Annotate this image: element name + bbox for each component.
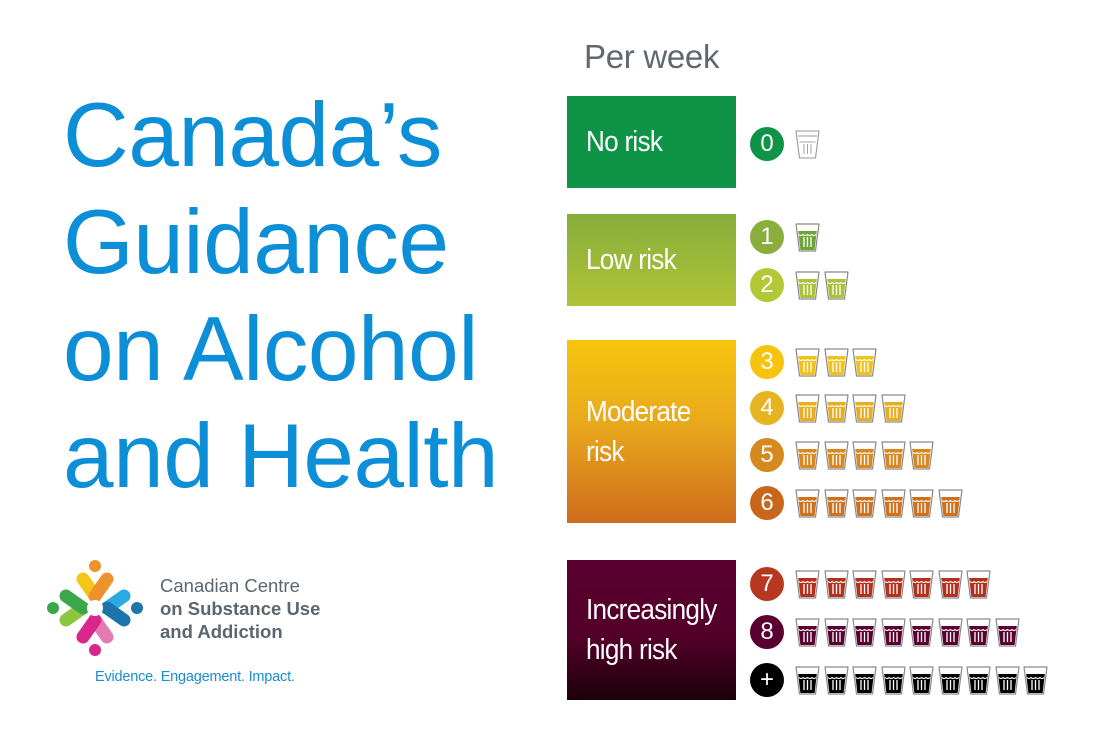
glass-group [795,347,877,377]
band-label-line-2: high risk [586,634,677,666]
glass-icon [937,617,963,647]
title-line-3: on Alcohol [63,299,478,400]
org-line-3: and Addiction [160,621,283,642]
glass-group [795,393,906,423]
glass-icon [937,488,963,518]
drink-row-2: 2 [750,268,849,302]
glass-icon [852,393,877,423]
drink-count-badge: 2 [750,268,784,302]
drink-count-badge: 0 [750,127,784,161]
glass-icon [852,347,877,377]
drink-row-6: 6 [750,486,963,520]
drink-count-badge: 1 [750,220,784,254]
band-label-line-2: risk [586,435,624,468]
glass-icon [795,222,820,252]
drink-row-3: 3 [750,345,877,379]
glass-icon [937,665,963,695]
glass-icon [852,440,877,470]
glass-icon [823,270,849,300]
band-label: No risk [586,126,663,158]
page-title: Canada’s Guidance on Alcohol and Health [63,82,499,510]
glass-icon [852,665,877,695]
glass-icon [880,617,906,647]
org-line-2: on Substance Use [160,598,321,619]
glass-icon [852,488,877,518]
glass-icon [795,270,820,300]
glass-icon [880,569,906,599]
band-low-risk: Low risk [567,214,736,306]
glass-group [795,665,1048,695]
glass-icon [795,347,820,377]
drink-count-badge: 3 [750,345,784,379]
glass-icon [823,440,849,470]
glass-icon [795,129,820,159]
glass-icon [966,569,991,599]
tagline: Evidence. Engagement. Impact. [95,669,295,685]
drink-row-7: 7 [750,567,991,601]
band-label-line-1: Increasingly [586,594,717,626]
glass-icon [909,488,934,518]
glass-icon [880,488,906,518]
title-line-4: and Health [63,406,499,507]
glass-icon [823,617,849,647]
glass-icon [795,440,820,470]
glass-icon [1023,665,1048,695]
per-week-header: Per week [584,38,720,75]
glass-icon [909,665,934,695]
glass-icon [966,665,991,695]
drink-count-badge: 5 [750,438,784,472]
organization-name: Canadian Centre on Substance Use and Add… [160,574,320,643]
glass-icon [852,617,877,647]
glass-icon [823,665,849,695]
glass-group [795,488,963,518]
glass-group [795,440,934,470]
glass-icon [937,569,963,599]
ccsa-logo-icon [47,560,143,656]
glass-icon [795,569,820,599]
glass-icon [909,617,934,647]
glass-icon [795,665,820,695]
glass-icon [909,440,934,470]
drink-row-8: 8 [750,615,1020,649]
drink-row-plus: + [750,663,1048,697]
band-no-risk: No risk [567,96,736,188]
glass-group [795,129,820,159]
drink-row-1: 1 [750,220,820,254]
glass-group [795,569,991,599]
drink-row-5: 5 [750,438,934,472]
drink-count-badge: 4 [750,391,784,425]
band-moderate-risk: Moderate risk [567,340,736,523]
drink-count-badge: 6 [750,486,784,520]
glass-icon [823,569,849,599]
glass-icon [823,488,849,518]
title-line-2: Guidance [63,192,449,293]
glass-icon [795,393,820,423]
glass-icon [852,569,877,599]
drink-count-badge: 8 [750,615,784,649]
glass-icon [994,617,1020,647]
org-line-1: Canadian Centre [160,575,300,596]
drink-count-badge: + [750,663,784,697]
glass-group [795,222,820,252]
title-line-1: Canada’s [63,85,442,186]
glass-icon [795,617,820,647]
band-label: Low risk [586,244,677,276]
glass-icon [795,488,820,518]
glass-icon [994,665,1020,695]
glass-group [795,617,1020,647]
glass-icon [966,617,991,647]
glass-icon [880,665,906,695]
glass-icon [823,347,849,377]
glass-icon [909,569,934,599]
drink-row-0: 0 [750,127,820,161]
glass-group [795,270,849,300]
glass-icon [823,393,849,423]
glass-icon [880,440,906,470]
glass-icon [880,393,906,423]
band-increasingly-high-risk: Increasingly high risk [567,560,736,700]
drink-row-4: 4 [750,391,906,425]
drink-count-badge: 7 [750,567,784,601]
band-label-line-1: Moderate [586,395,691,428]
